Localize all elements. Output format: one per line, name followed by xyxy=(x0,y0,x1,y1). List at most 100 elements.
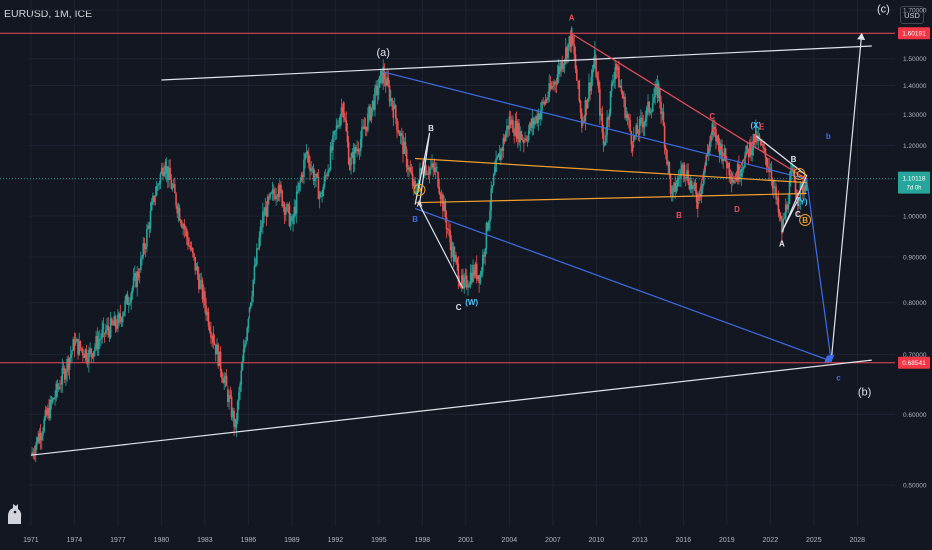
x-axis-tick-label: 2022 xyxy=(763,537,779,544)
tradingview-logo-icon[interactable] xyxy=(4,500,26,526)
candle-body xyxy=(722,158,724,162)
candle-body xyxy=(371,100,374,108)
x-axis-tick-label: 2019 xyxy=(719,537,735,544)
x-axis-tick-label: 2004 xyxy=(502,537,518,544)
candle-body xyxy=(388,85,391,102)
candle-body xyxy=(507,125,509,130)
currency-button[interactable]: USD xyxy=(900,6,924,24)
candle-body xyxy=(566,47,568,58)
candle-body xyxy=(399,133,402,136)
candle-body xyxy=(175,193,177,206)
candle-body xyxy=(365,126,368,131)
candle-body xyxy=(532,118,535,126)
candle-body xyxy=(778,212,781,216)
x-axis-tick-label: 1974 xyxy=(67,537,83,544)
price-level-label: 1.60191 xyxy=(902,31,926,38)
candle-body xyxy=(503,137,506,142)
candle-body xyxy=(413,180,415,187)
candle-body xyxy=(746,145,749,149)
candle-body xyxy=(663,125,666,148)
candle-body xyxy=(759,139,762,145)
candle-body xyxy=(315,173,317,179)
symbol-title: EURUSD, 1M, ICE xyxy=(4,8,93,20)
candle-body xyxy=(478,275,480,283)
candle-body xyxy=(758,135,761,140)
candle-body xyxy=(140,258,142,271)
candle-body xyxy=(301,174,304,177)
candle-body xyxy=(42,431,44,436)
candle-body xyxy=(535,116,537,121)
candle-body xyxy=(621,91,624,99)
candle-body xyxy=(233,410,235,427)
candle-body xyxy=(716,135,718,142)
candle-body xyxy=(253,265,256,281)
candle-body xyxy=(211,337,213,339)
candle-body xyxy=(647,101,649,108)
candle-body xyxy=(127,303,130,305)
candle-body xyxy=(485,222,488,249)
candle-body xyxy=(37,437,39,443)
candle-body xyxy=(425,165,427,175)
candle-body xyxy=(613,79,615,83)
candle-body xyxy=(32,452,35,455)
candle-body xyxy=(500,148,502,161)
candle-body xyxy=(62,367,65,369)
candle-body xyxy=(397,130,399,133)
candle-body xyxy=(445,217,448,230)
candle-body xyxy=(718,142,721,155)
candle-body xyxy=(559,66,561,72)
candle-body xyxy=(333,131,335,136)
candle-body xyxy=(750,142,752,156)
candle-body xyxy=(712,127,715,130)
candle-body xyxy=(444,201,447,218)
candle-body xyxy=(86,360,89,364)
x-axis-tick-label: 1989 xyxy=(284,537,300,544)
candle-body xyxy=(459,285,462,287)
candle-body xyxy=(172,184,175,187)
wave-label: c xyxy=(836,373,841,382)
candle-body xyxy=(320,192,322,194)
candle-body xyxy=(738,164,740,179)
candle-body xyxy=(274,194,276,200)
candle-body xyxy=(392,106,395,118)
candle-body xyxy=(802,183,804,194)
candle-body xyxy=(772,186,775,189)
candle-body xyxy=(465,275,468,288)
candle-body xyxy=(531,118,534,128)
candle-body xyxy=(323,176,326,187)
wave-label: (W) xyxy=(465,298,478,307)
y-axis-tick-label: 0.70000 xyxy=(903,352,927,359)
candle-body xyxy=(369,106,372,120)
candle-body xyxy=(523,139,525,144)
wave-label: C xyxy=(709,112,715,121)
candle-body xyxy=(100,338,102,340)
candle-body xyxy=(404,141,407,149)
candle-body xyxy=(51,398,54,403)
candle-body xyxy=(347,141,350,165)
candle-body xyxy=(263,215,265,217)
candle-body xyxy=(699,193,702,197)
candle-body xyxy=(171,186,174,189)
candle-body xyxy=(376,85,379,95)
candle-body xyxy=(194,256,197,271)
candle-body xyxy=(789,170,792,181)
candle-body xyxy=(276,195,279,197)
candle-body xyxy=(767,166,769,168)
candle-body xyxy=(45,409,48,416)
candle-body xyxy=(210,331,212,338)
wave-label-circle xyxy=(799,213,812,226)
candle-body xyxy=(193,253,195,257)
candle-body xyxy=(625,114,628,118)
candle-body xyxy=(432,163,435,168)
candle-body xyxy=(382,66,385,84)
candle-body xyxy=(184,228,187,230)
candle-body xyxy=(212,332,215,343)
candle-body xyxy=(135,273,137,287)
candle-body xyxy=(763,147,766,149)
candle-body xyxy=(782,218,784,232)
candle-body xyxy=(440,194,443,199)
candle-body xyxy=(167,166,169,180)
candle-body xyxy=(509,120,512,125)
candle-body xyxy=(39,433,42,441)
